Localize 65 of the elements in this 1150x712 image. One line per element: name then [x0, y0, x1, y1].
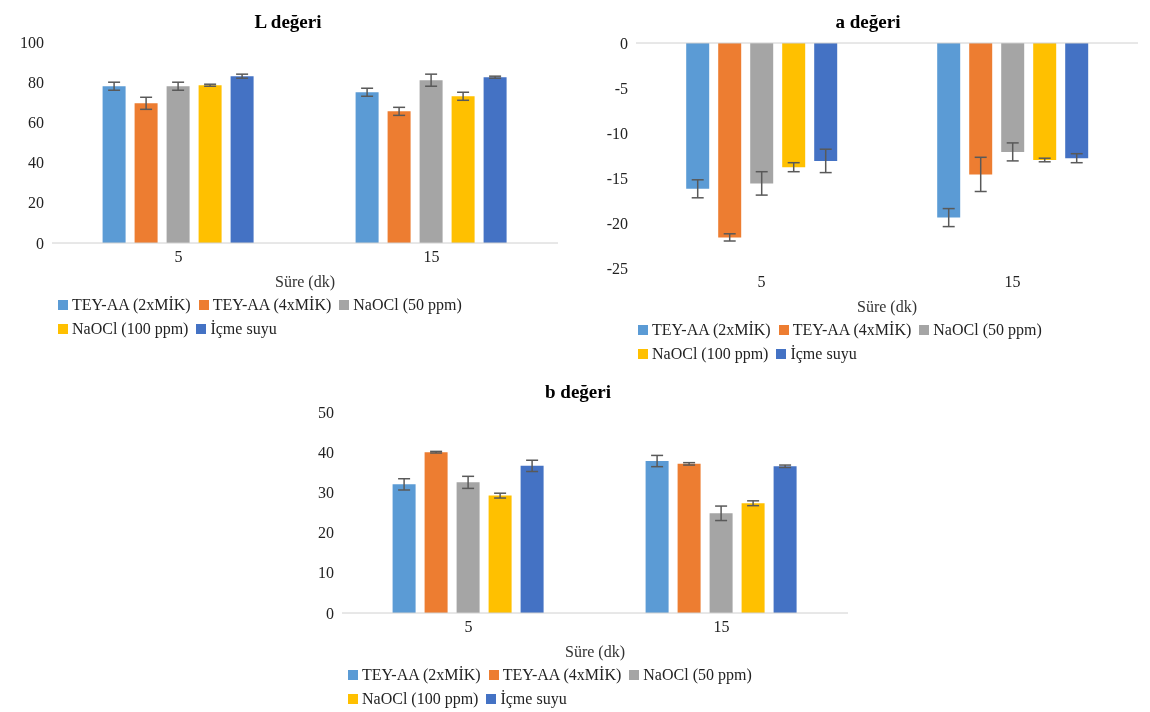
x-tick-label: 15 — [423, 248, 440, 266]
chart-title: b değeri — [545, 381, 611, 402]
y-tick-label: 20 — [28, 194, 44, 212]
y-tick-label: -5 — [614, 79, 628, 97]
bar — [483, 77, 507, 243]
bar — [392, 484, 416, 613]
chart-title: L değeri — [254, 11, 322, 32]
legend-label: NaOCl (50 ppm) — [352, 295, 462, 316]
x-axis-title: Süre (dk) — [275, 273, 335, 291]
legend-label: TEY-AA (2xMİK) — [71, 295, 191, 316]
legend-label: NaOCl (50 ppm) — [642, 665, 752, 686]
legend-label: NaOCl (50 ppm) — [932, 320, 1042, 341]
legend-label: İçme suyu — [209, 319, 277, 340]
legend-label: TEY-AA (4xMİK) — [211, 295, 332, 316]
y-tick-label: 30 — [318, 484, 334, 502]
bar — [230, 76, 254, 243]
bar — [488, 495, 512, 613]
bar — [709, 513, 733, 613]
bar — [102, 86, 126, 243]
bar — [387, 111, 411, 243]
bar — [134, 103, 158, 243]
bar — [773, 466, 797, 613]
y-tick-label: -10 — [606, 124, 628, 142]
y-tick-label: 40 — [28, 154, 44, 172]
chart-title: a değeri — [834, 10, 902, 34]
y-tick-label: 0 — [36, 234, 44, 252]
bar — [741, 503, 765, 613]
legend-label: İçme suyu — [499, 689, 567, 710]
legend-label: TEY-AA (4xMİK) — [501, 665, 622, 686]
y-tick-label: 50 — [318, 403, 334, 421]
y-tick-label: 10 — [318, 564, 334, 582]
legend-label: TEY-AA (4xMİK) — [791, 320, 912, 341]
y-tick-label: 60 — [28, 114, 44, 132]
bar — [198, 85, 222, 243]
x-tick-label: 15 — [1004, 273, 1021, 291]
y-tick-label: 0 — [620, 34, 628, 52]
bar — [677, 463, 701, 613]
bar — [451, 96, 475, 243]
x-tick-label: 15 — [713, 618, 730, 636]
x-tick-label: 5 — [464, 618, 473, 636]
x-tick-label: 5 — [757, 273, 766, 291]
bar — [419, 80, 443, 243]
y-tick-label: -15 — [606, 169, 628, 187]
bar — [355, 92, 379, 243]
bar — [520, 465, 544, 613]
legend-label: NaOCl (100 ppm) — [361, 689, 479, 710]
bar — [456, 482, 480, 613]
y-tick-label: -20 — [606, 214, 628, 232]
x-tick-label: 5 — [174, 248, 183, 266]
bar — [645, 461, 669, 613]
bar — [424, 452, 448, 613]
legend-label: NaOCl (100 ppm) — [651, 344, 769, 365]
legend-label: NaOCl (100 ppm) — [71, 319, 189, 340]
legend-label: TEY-AA (2xMİK) — [361, 665, 481, 686]
legend-label: TEY-AA (2xMİK) — [651, 320, 771, 341]
x-axis-title: Süre (dk) — [857, 298, 917, 316]
y-tick-label: 100 — [20, 33, 44, 51]
y-tick-label: 40 — [318, 443, 334, 461]
y-tick-label: 20 — [318, 524, 334, 542]
bar — [166, 86, 190, 243]
y-tick-label: 80 — [28, 73, 44, 91]
y-tick-label: -25 — [606, 259, 628, 277]
legend-label: İçme suyu — [789, 344, 857, 365]
y-tick-label: 0 — [326, 604, 334, 622]
x-axis-title: Süre (dk) — [565, 643, 625, 661]
